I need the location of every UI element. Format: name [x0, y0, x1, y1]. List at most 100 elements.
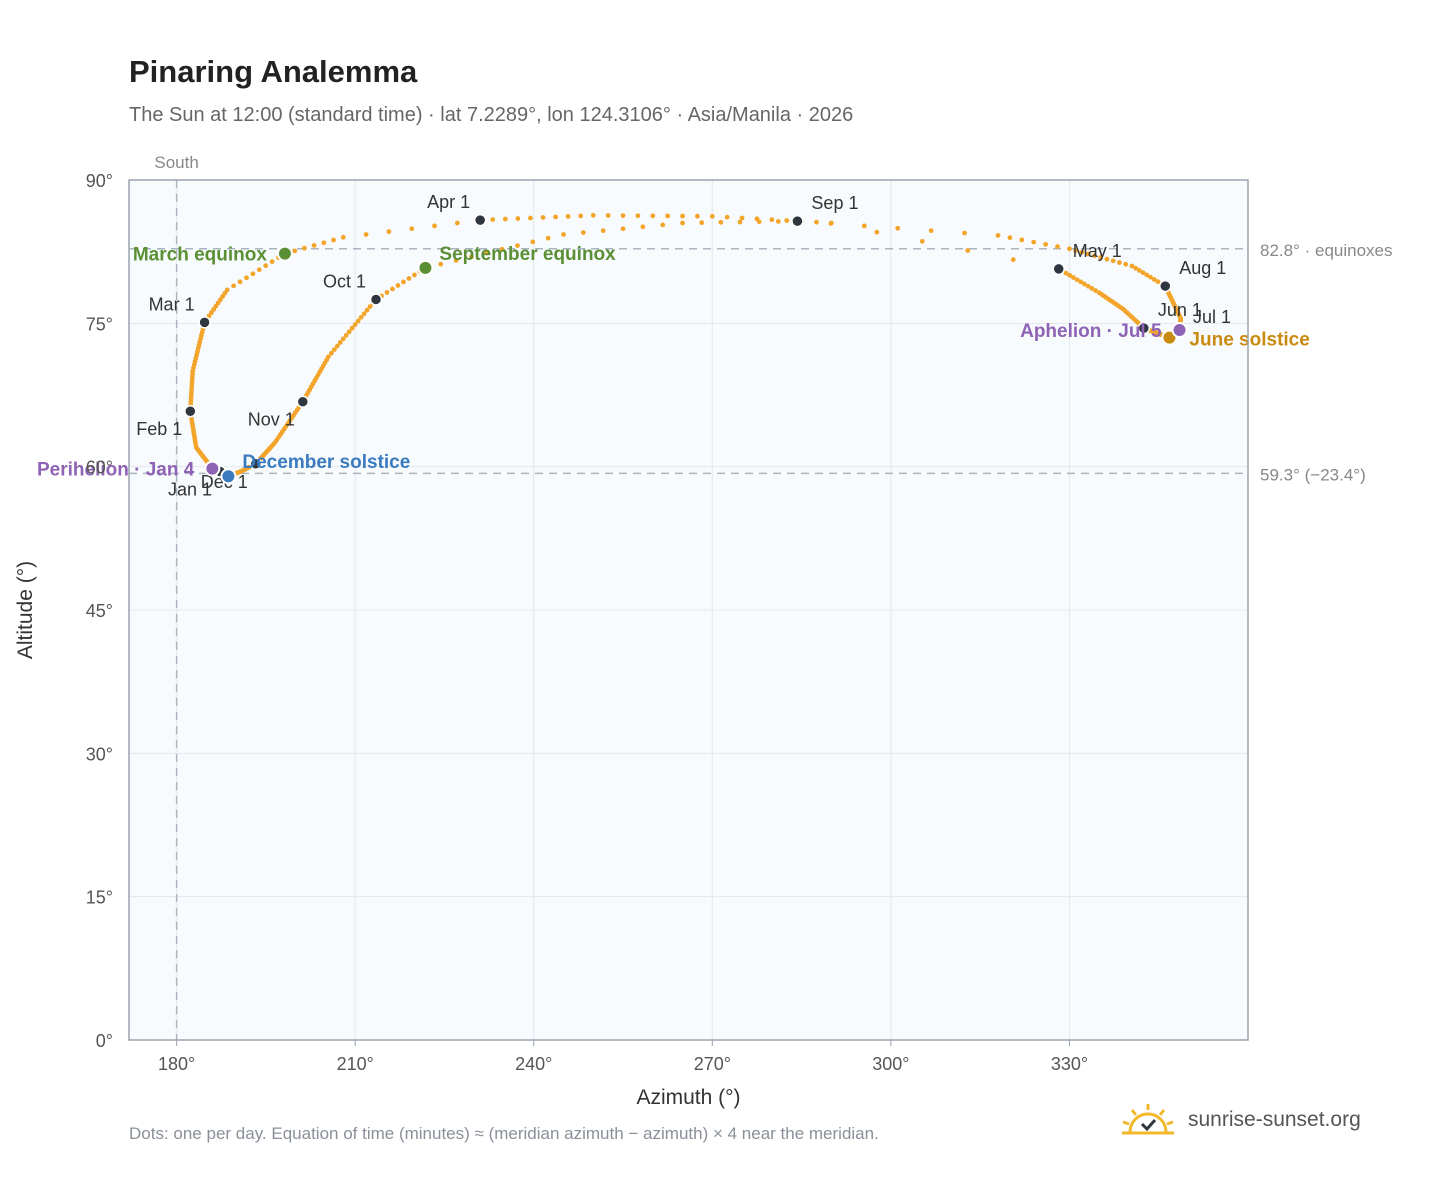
month-label: Nov 1	[248, 410, 295, 430]
day-dot	[1129, 263, 1135, 269]
month-marker	[1159, 279, 1172, 293]
month-label: Jun 1	[1158, 300, 1202, 320]
day-dot	[453, 258, 459, 263]
chart-title: Pinaring Analemma	[129, 54, 418, 89]
day-dot	[1123, 261, 1129, 267]
month-marker	[791, 214, 804, 228]
day-dot	[620, 213, 626, 218]
day-dot	[1063, 270, 1069, 276]
day-dot	[515, 216, 521, 221]
day-dot	[1067, 272, 1073, 278]
day-dot	[709, 213, 715, 219]
event-marker	[417, 259, 434, 276]
month-marker	[198, 316, 211, 329]
month-label: Apr 1	[427, 192, 470, 212]
day-dot	[331, 347, 337, 353]
day-dot	[346, 329, 352, 335]
month-marker	[1137, 321, 1151, 335]
event-label: Perihelion · Jan 4	[37, 460, 195, 481]
day-dot	[515, 243, 520, 249]
day-dot	[635, 213, 641, 219]
y-tick-label: 60°	[86, 458, 113, 478]
event-marker	[220, 468, 237, 485]
day-dot	[1144, 272, 1150, 278]
day-dot	[620, 226, 626, 232]
day-dot	[1136, 268, 1142, 273]
event-marker	[1171, 322, 1188, 339]
day-dot	[1085, 251, 1091, 257]
day-dot	[343, 332, 349, 338]
day-dot	[695, 213, 700, 219]
day-dot	[321, 240, 327, 246]
day-dot	[739, 215, 745, 221]
day-dot	[409, 226, 415, 232]
day-dot	[724, 214, 730, 220]
day-dot	[962, 230, 967, 236]
x-tick-label: 210°	[337, 1054, 374, 1074]
day-dot	[469, 254, 474, 260]
month-label: Jan 1	[168, 479, 212, 499]
day-dot	[565, 214, 571, 219]
event-label: September equinox	[439, 244, 616, 265]
day-dot	[814, 219, 819, 225]
reference-lines: South 82.8° · equinoxes 59.3° (−23.4°)	[129, 153, 1393, 1040]
day-dot	[680, 213, 685, 219]
x-tick-label: 240°	[515, 1054, 552, 1074]
day-dot	[1031, 239, 1037, 245]
plot-frame	[128, 179, 1249, 1041]
day-dot	[502, 216, 508, 222]
event-marker	[204, 460, 221, 477]
axes: 180° 210° 240° 270° 300° 330° 0° 15° 30° 45° 60° 75…	[14, 171, 1088, 1109]
reference-label: 82.8° · equinoxes	[1260, 241, 1393, 260]
x-tick-label: 330°	[1051, 1054, 1088, 1074]
day-dot	[1092, 253, 1097, 259]
day-dot	[361, 311, 367, 317]
day-dot	[1110, 258, 1116, 264]
day-dot	[412, 272, 417, 278]
month-marker	[296, 395, 310, 408]
day-dot	[660, 222, 666, 228]
month-marker	[249, 457, 263, 471]
month-label: Feb 1	[136, 419, 182, 439]
day-dot	[490, 217, 496, 223]
day-dot	[1155, 279, 1161, 285]
day-dot	[337, 340, 343, 345]
day-dot	[1071, 275, 1076, 280]
day-dot	[737, 219, 743, 225]
day-dot	[231, 283, 237, 289]
month-marker	[1052, 262, 1065, 276]
day-dot	[256, 267, 262, 273]
day-dot	[269, 259, 275, 265]
day-dot	[263, 263, 269, 269]
month-marker	[184, 404, 197, 418]
day-dot	[237, 279, 243, 285]
day-dot	[1104, 256, 1110, 262]
x-tick-label: 180°	[158, 1054, 195, 1074]
event-markers: March equinox September equinox December s…	[37, 244, 1310, 485]
y-tick-label: 45°	[86, 601, 113, 621]
day-dot	[390, 286, 395, 292]
day-dot	[401, 279, 406, 285]
south-label: South	[154, 153, 198, 172]
y-tick-label: 30°	[86, 744, 113, 764]
month-label: Oct 1	[323, 271, 366, 291]
x-tick-label: 300°	[872, 1054, 909, 1074]
day-dot	[1151, 276, 1157, 282]
reference-label: 59.3° (−23.4°)	[1260, 465, 1366, 484]
day-dot	[1019, 237, 1025, 243]
brand[interactable]: sunrise-sunset.org	[1120, 1102, 1361, 1138]
day-dot	[680, 220, 685, 226]
day-dot	[334, 343, 340, 349]
day-dot	[438, 261, 444, 267]
day-dot	[580, 230, 586, 235]
day-dot	[545, 235, 551, 241]
x-tick-label: 270°	[694, 1054, 731, 1074]
day-dot	[784, 218, 790, 223]
day-dot	[395, 283, 401, 288]
day-dot	[484, 250, 490, 256]
event-label: March equinox	[133, 245, 268, 266]
day-dot	[590, 212, 596, 218]
day-dot	[530, 239, 536, 245]
day-dot	[1074, 277, 1080, 283]
